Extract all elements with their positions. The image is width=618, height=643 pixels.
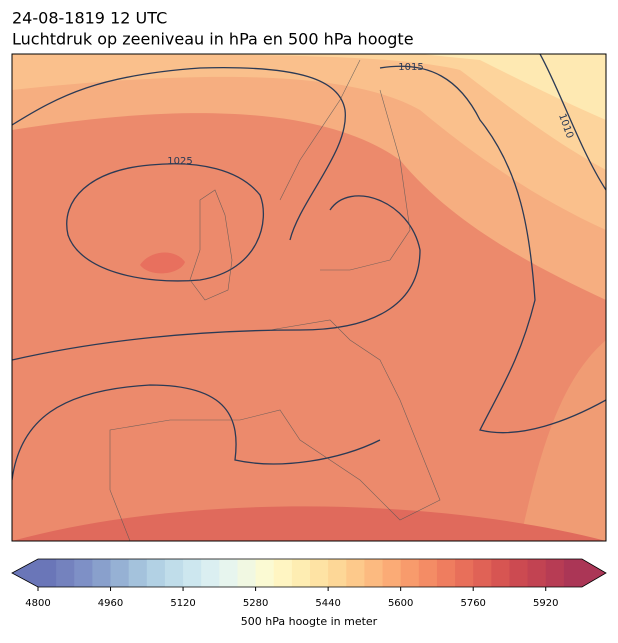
- height-band: [12, 54, 606, 541]
- colorbar-segment: [291, 559, 311, 587]
- isobars: [12, 54, 606, 481]
- colorbar-tick-label: 5440: [315, 598, 340, 609]
- map-frame: [11, 53, 607, 542]
- colorbar-extend-high: [582, 559, 606, 587]
- colorbar-segment: [436, 559, 456, 587]
- height-band: [140, 252, 185, 274]
- colorbar-segment: [328, 559, 347, 587]
- colorbar-segment: [527, 559, 547, 587]
- colorbar-segment: [310, 559, 329, 587]
- colorbar-extend-low: [12, 559, 38, 587]
- colorbar-tick-label: 5280: [243, 598, 268, 609]
- colorbar-segment: [346, 559, 365, 587]
- colorbar-segment: [110, 559, 130, 587]
- height-band: [200, 54, 606, 170]
- title: 24-08-1819 12 UTC: [12, 9, 167, 28]
- colorbar-segment: [509, 559, 529, 587]
- colorbar-segment: [164, 559, 184, 587]
- colorbar-segment: [255, 559, 275, 587]
- colorbar-segment: [128, 559, 148, 587]
- colorbar-segment: [237, 559, 257, 587]
- colorbar-segment: [455, 559, 474, 587]
- colorbar-segment: [473, 559, 492, 587]
- colorbar-segment: [491, 559, 510, 587]
- colorbar-label: 500 hPa hoogte in meter: [241, 615, 378, 628]
- colorbar-segment: [563, 559, 583, 587]
- colorbar-segment: [364, 559, 384, 587]
- colorbar-segment: [183, 559, 202, 587]
- colorbar-segment: [545, 559, 565, 587]
- colorbar-segment: [92, 559, 112, 587]
- colorbar-segment: [146, 559, 166, 587]
- colorbar-segment: [219, 559, 238, 587]
- colorbar: 4800 4960 5120 5280 5440 5600 5760 5920 500 hPa …: [11, 558, 607, 628]
- map: 1025 1015 1010: [12, 54, 606, 541]
- colorbar-segment: [400, 559, 420, 587]
- coastlines: [109, 59, 441, 541]
- colorbar-tick-label: 4800: [25, 598, 50, 609]
- height-band: [420, 54, 606, 120]
- colorbar-tick-label: 5760: [460, 598, 485, 609]
- colorbar-tick-label: 5600: [388, 598, 413, 609]
- colorbar-segment: [382, 559, 402, 587]
- colorbar-segment: [418, 559, 438, 587]
- colorbar-tick-label: 5120: [170, 598, 195, 609]
- height-band: [12, 506, 606, 541]
- colorbar-frame: [11, 558, 607, 588]
- colorbar-segment: [74, 559, 93, 587]
- colorbar-tick-label: 4960: [98, 598, 123, 609]
- colorbar-segment: [38, 559, 57, 587]
- colorbar-segment: [56, 559, 75, 587]
- height-band: [12, 54, 606, 230]
- subtitle: Luchtdruk op zeeniveau in hPa en 500 hPa…: [12, 30, 414, 49]
- colorbar-segment: [201, 559, 220, 587]
- isobar-label: 1025: [167, 156, 192, 167]
- colorbar-segment: [273, 559, 293, 587]
- isobar-label: 1015: [398, 62, 423, 73]
- colorbar-tick-label: 5920: [533, 598, 558, 609]
